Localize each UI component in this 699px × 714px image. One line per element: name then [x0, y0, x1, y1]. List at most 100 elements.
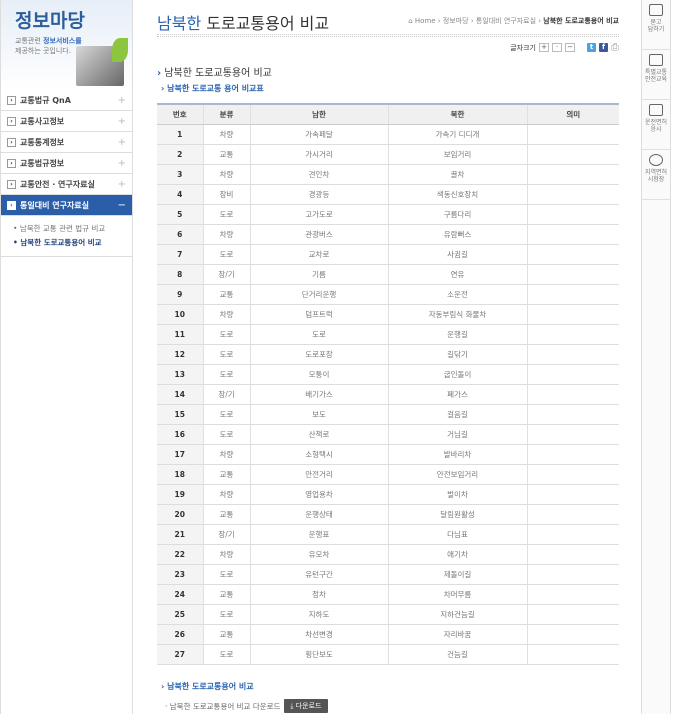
quick-label: 묻고 답하기 — [647, 19, 665, 33]
col-north: 북한 — [387, 103, 527, 125]
row-number: 2 — [157, 144, 203, 165]
sidebar-menu-item[interactable]: › 교통법규정보 + — [1, 153, 132, 174]
row-number: 6 — [157, 224, 203, 245]
arrow-icon: › — [7, 158, 16, 168]
section-title: › 남북한 도로교통용어 비교 — [157, 68, 272, 79]
row-north-term: 폐가스 — [387, 384, 527, 405]
row-north-term: 자동부림식 화물차 — [387, 304, 527, 325]
row-north-term: 달림원활성 — [387, 504, 527, 525]
row-meaning — [526, 224, 619, 245]
breadcrumb-research[interactable]: 통일대비 연구자료실 — [475, 17, 537, 25]
sidebar-menu-item[interactable]: › 교통법규 QnA + — [1, 90, 132, 111]
row-north-term: 안전보임거리 — [387, 464, 527, 485]
menu-label: 교통법규 QnA — [20, 95, 71, 105]
row-meaning — [526, 604, 619, 625]
table-row: 1 차량 가속페달 가속기 디디개 — [157, 124, 619, 145]
table-row: 26 교통 차선변경 자리바꿈 — [157, 624, 619, 645]
arrow-icon: › — [7, 95, 16, 105]
sidebar-menu-item[interactable]: › 교통통계정보 + — [1, 132, 132, 153]
table-row: 6 차량 관광버스 유람뻐스 — [157, 224, 619, 245]
menu-label: 교통안전 · 연구자료실 — [20, 179, 95, 189]
table-row: 22 차량 유모차 애기차 — [157, 544, 619, 565]
row-category: 도로 — [202, 564, 250, 585]
qna-icon — [649, 4, 663, 16]
twitter-icon[interactable]: t — [587, 43, 596, 52]
row-number: 21 — [157, 524, 203, 545]
printer-icon[interactable]: ⎙ — [611, 42, 619, 53]
submenu-item-law[interactable]: • 남북한 교통 관련 법규 비교 — [13, 224, 106, 233]
col-meaning: 의미 — [526, 103, 619, 125]
expand-icon[interactable]: + — [117, 94, 126, 106]
expand-icon[interactable]: + — [117, 157, 126, 169]
row-meaning — [526, 584, 619, 605]
row-category: 차량 — [202, 484, 250, 505]
row-meaning — [526, 364, 619, 385]
table-row: 16 도로 산책로 거님길 — [157, 424, 619, 445]
table-row: 4 장비 경광등 색동신호장치 — [157, 184, 619, 205]
menu-label: 교통사고정보 — [20, 116, 65, 126]
sidebar-menu-item[interactable]: › 교통사고정보 + — [1, 111, 132, 132]
quick-item-license-exam[interactable]: 운전면허 응시 — [642, 100, 670, 150]
test-site-icon — [649, 154, 663, 166]
row-south-term: 산책로 — [249, 424, 388, 445]
row-south-term: 정차 — [249, 584, 388, 605]
breadcrumb-info[interactable]: 정보마당 — [442, 17, 469, 25]
row-south-term: 가시거리 — [249, 144, 388, 165]
row-north-term: 지하건늠길 — [387, 604, 527, 625]
row-category: 도로 — [202, 424, 250, 445]
row-north-term: 길닦기 — [387, 344, 527, 365]
license-exam-icon — [649, 104, 663, 116]
row-south-term: 모퉁이 — [249, 364, 388, 385]
font-increase-button[interactable]: + — [539, 43, 549, 52]
row-north-term: 굽인돌이 — [387, 364, 527, 385]
submenu-item-terms[interactable]: • 남북한 도로교통용어 비교 — [13, 238, 102, 247]
leaf-image — [112, 38, 128, 62]
breadcrumb-home[interactable]: Home — [414, 17, 436, 25]
row-south-term: 교차로 — [249, 244, 388, 265]
facebook-icon[interactable]: f — [599, 43, 608, 52]
row-meaning — [526, 144, 619, 165]
row-south-term: 단거리운행 — [249, 284, 388, 305]
row-category: 차량 — [202, 444, 250, 465]
table-row: 17 차량 소형택시 발바리차 — [157, 444, 619, 465]
arrow-icon: › — [7, 116, 16, 126]
table-row: 14 장/기 배기가스 폐가스 — [157, 384, 619, 405]
row-meaning — [526, 344, 619, 365]
download-text: · 남북한 도로교통용어 비교 다운로드 — [165, 701, 281, 711]
download-button[interactable]: ⤓ 다운로드 — [284, 699, 328, 713]
expand-icon[interactable]: + — [117, 178, 126, 190]
font-decrease-button[interactable]: − — [565, 43, 575, 52]
row-south-term: 견인차 — [249, 164, 388, 185]
row-number: 13 — [157, 364, 203, 385]
font-reset-button[interactable]: · — [552, 43, 562, 52]
row-south-term: 보도 — [249, 404, 388, 425]
row-south-term: 경광등 — [249, 184, 388, 205]
quick-item-special-education[interactable]: 특별교통 안전교육 — [642, 50, 670, 100]
row-meaning — [526, 524, 619, 545]
row-number: 10 — [157, 304, 203, 325]
collapse-icon[interactable]: − — [117, 199, 126, 211]
quick-item-qna[interactable]: 묻고 답하기 — [642, 0, 670, 50]
breadcrumb-current: 남북한 도로교통용어 비교 — [543, 17, 619, 25]
sidebar-menu-item[interactable]: › 교통안전 · 연구자료실 + — [1, 174, 132, 195]
section-subtitle: › 남북한 도로교통 용어 비교표 — [161, 84, 264, 93]
row-north-term: 소운전 — [387, 284, 527, 305]
row-south-term: 도로 — [249, 324, 388, 345]
quick-item-test-site[interactable]: 지역면허 시험장 — [642, 150, 670, 200]
row-category: 차량 — [202, 304, 250, 325]
banner-title: 정보마당 — [15, 10, 85, 32]
table-row: 27 도로 횡단보도 건늠길 — [157, 644, 619, 665]
col-category: 분류 — [202, 103, 250, 125]
table-row: 15 도로 보도 걸음길 — [157, 404, 619, 425]
submenu: • 남북한 교통 관련 법규 비교 • 남북한 도로교통용어 비교 — [1, 216, 132, 257]
title-divider — [157, 34, 619, 37]
row-number: 5 — [157, 204, 203, 225]
expand-icon[interactable]: + — [117, 115, 126, 127]
row-number: 11 — [157, 324, 203, 345]
expand-icon[interactable]: + — [117, 136, 126, 148]
row-south-term: 횡단보도 — [249, 644, 388, 665]
row-category: 차량 — [202, 224, 250, 245]
sidebar-menu-item[interactable]: › 통일대비 연구자료실 − — [1, 195, 132, 216]
row-south-term: 소형택시 — [249, 444, 388, 465]
table-row: 10 차량 덤프트럭 자동부림식 화물차 — [157, 304, 619, 325]
